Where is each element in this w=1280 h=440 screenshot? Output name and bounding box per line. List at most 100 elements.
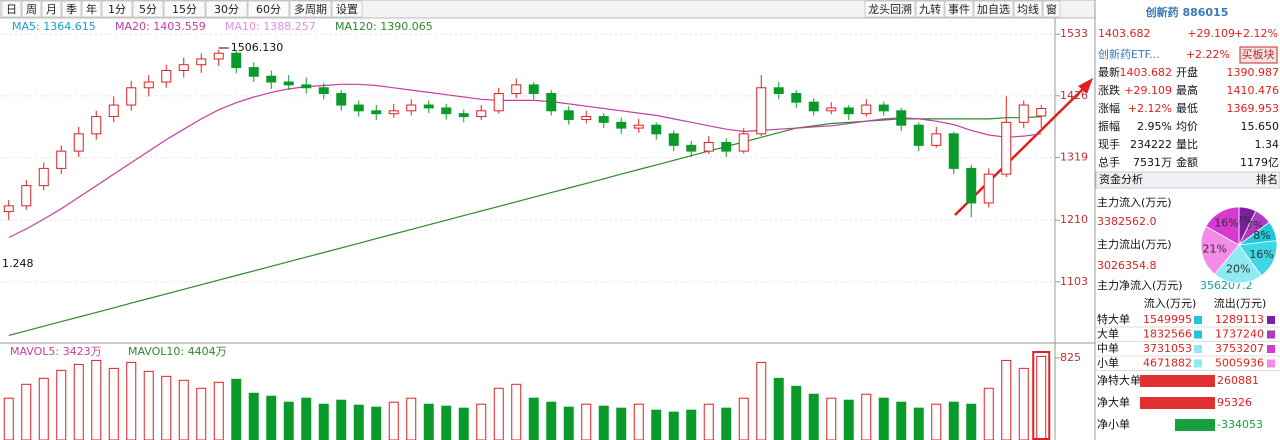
candle-body xyxy=(38,167,49,187)
volume-bar xyxy=(686,409,697,440)
candle-body xyxy=(458,113,469,118)
net-bar xyxy=(1175,419,1215,431)
label: 7% xyxy=(1236,214,1253,227)
toolbar-button[interactable] xyxy=(1042,0,1061,18)
label: 事件 xyxy=(948,3,970,16)
label: 买板块 xyxy=(1242,47,1275,61)
label: 2.95% xyxy=(1137,120,1172,133)
label: 净特大单 xyxy=(1097,373,1141,387)
toolbar-button[interactable] xyxy=(21,0,42,18)
candle-body xyxy=(546,93,557,112)
label: 九转 xyxy=(919,2,941,16)
toolbar-button[interactable] xyxy=(973,0,1014,18)
candle-body xyxy=(56,150,67,169)
toolbar-button[interactable] xyxy=(132,0,164,18)
label: 多周期 xyxy=(294,2,327,16)
label: 资金分析 xyxy=(1099,172,1143,186)
candle-body xyxy=(913,124,924,146)
label: 30分 xyxy=(214,3,239,16)
label: 1390.987 xyxy=(1227,66,1280,79)
toolbar-button[interactable] xyxy=(289,0,332,18)
candle-body xyxy=(1018,104,1029,123)
label: 流入(万元) xyxy=(1144,296,1197,310)
volume-bar xyxy=(91,359,102,440)
toolbar-button[interactable] xyxy=(205,0,248,18)
label: 现手 xyxy=(1098,137,1120,151)
toolbar-button[interactable] xyxy=(163,0,206,18)
section-bar xyxy=(1095,171,1280,189)
label: 1289113 xyxy=(1215,313,1264,326)
label: 8% xyxy=(1253,229,1270,242)
candle-body xyxy=(773,87,784,95)
label: 周 xyxy=(26,3,37,16)
volume-bar xyxy=(1001,359,1012,440)
toolbar-button[interactable] xyxy=(247,0,290,18)
volume-bar xyxy=(423,403,434,440)
label: 龙头回溯 xyxy=(868,3,912,16)
volume-bar xyxy=(3,397,14,440)
volume-bar xyxy=(878,397,889,440)
candle-body xyxy=(231,52,242,69)
toolbar-button[interactable] xyxy=(81,0,102,18)
candle-body xyxy=(318,87,329,95)
volume-bar xyxy=(913,407,924,440)
toolbar-button[interactable] xyxy=(331,0,363,18)
toolbar-button[interactable] xyxy=(61,0,82,18)
label: 4671882 xyxy=(1143,357,1192,370)
label: 1.248 xyxy=(2,257,34,270)
pie-slice xyxy=(1214,244,1262,284)
label: 16% xyxy=(1249,248,1273,261)
toolbar-button[interactable] xyxy=(1,0,22,18)
candle-body xyxy=(668,133,679,146)
label: +2.12% xyxy=(1128,102,1172,115)
net-bar xyxy=(1140,375,1215,387)
volume-bar xyxy=(773,377,784,440)
label: 季 xyxy=(66,3,77,16)
toolbar-button[interactable] xyxy=(41,0,62,18)
toolbar-button[interactable] xyxy=(101,0,133,18)
label: 流出(万元) xyxy=(1214,296,1267,310)
volume-bar xyxy=(21,383,32,440)
label: +2.22% xyxy=(1186,48,1230,61)
label: 小单 xyxy=(1097,357,1119,370)
candle-body xyxy=(598,116,609,123)
candle-body xyxy=(73,133,84,152)
toolbar-button[interactable] xyxy=(864,0,916,18)
volume-bar xyxy=(336,399,347,440)
volume-bar xyxy=(1036,355,1047,440)
toolbar-button[interactable] xyxy=(915,0,945,18)
volume-bar xyxy=(476,403,487,440)
candle-body xyxy=(703,141,714,152)
button[interactable] xyxy=(1239,46,1278,64)
toolbar-button[interactable] xyxy=(944,0,974,18)
swatch xyxy=(1267,330,1275,339)
volume-bar xyxy=(318,403,329,440)
volume-bar xyxy=(213,381,224,440)
swatch xyxy=(1267,345,1275,353)
label: +2.12% xyxy=(1234,27,1278,40)
volume-bar xyxy=(56,369,67,440)
label: 16% xyxy=(1214,217,1238,230)
volume-bar xyxy=(651,409,662,440)
volume-bar xyxy=(738,397,749,440)
candle-body xyxy=(476,110,487,118)
candle-body xyxy=(441,107,452,115)
candle-body xyxy=(266,75,277,83)
pie-slice xyxy=(1200,225,1240,275)
label: 创新药ETF... xyxy=(1098,47,1160,61)
toolbar-button[interactable] xyxy=(1013,0,1043,18)
label: 年 xyxy=(86,2,97,16)
candle-body xyxy=(336,93,347,106)
swatch xyxy=(1194,330,1202,339)
label: 1533 xyxy=(1060,27,1088,40)
candle-body xyxy=(808,101,819,112)
label: +29.109 xyxy=(1124,84,1172,97)
label: 振幅 xyxy=(1098,119,1120,133)
volume-bar xyxy=(388,401,399,440)
label: 1403.682 xyxy=(1120,66,1173,79)
label: 涨跌 xyxy=(1098,83,1120,97)
volume-bar xyxy=(511,383,522,440)
label: 1832566 xyxy=(1143,328,1192,341)
label: 净小单 xyxy=(1097,417,1130,431)
candle-body xyxy=(108,104,119,118)
